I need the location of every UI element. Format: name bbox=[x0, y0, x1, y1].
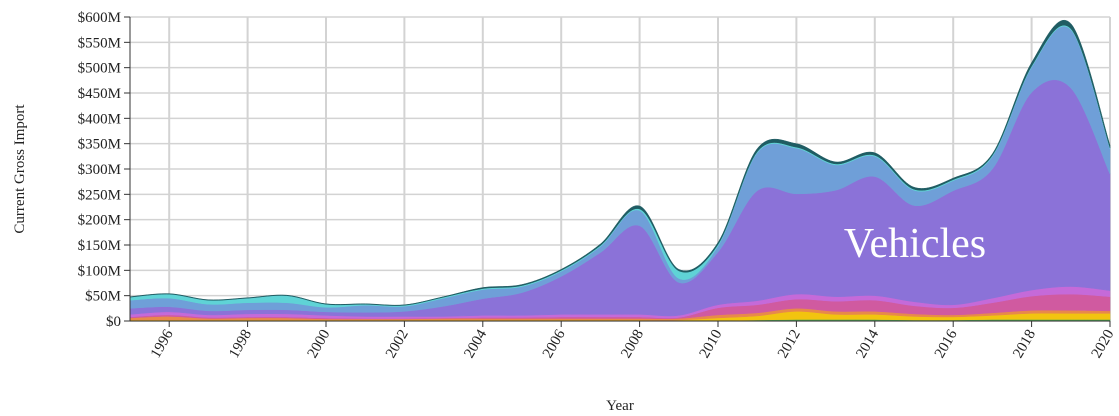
y-tick-label: $300M bbox=[78, 162, 121, 178]
y-tick-label: $0 bbox=[106, 314, 121, 330]
y-tick-label: $450M bbox=[78, 86, 121, 102]
x-tick-label: 2014 bbox=[853, 327, 882, 361]
x-tick-label: 2012 bbox=[775, 327, 804, 361]
area-series-9 bbox=[129, 20, 1111, 306]
x-tick-label: 1996 bbox=[148, 327, 177, 361]
x-tick-label: 2020 bbox=[1089, 327, 1118, 361]
area-series-group bbox=[129, 20, 1111, 322]
y-tick-label: $50M bbox=[85, 289, 121, 305]
x-tick-label: 2000 bbox=[305, 327, 334, 361]
x-tick-label: 2008 bbox=[618, 327, 647, 361]
area-series-6 bbox=[129, 79, 1111, 317]
x-tick-label: 2010 bbox=[697, 327, 726, 361]
y-tick-label: $600M bbox=[78, 10, 121, 26]
x-tick-label: 2004 bbox=[461, 327, 490, 361]
y-tick-label: $350M bbox=[78, 137, 121, 153]
y-tick-label: $500M bbox=[78, 61, 121, 77]
y-tick-label: $550M bbox=[78, 35, 121, 51]
y-tick-label: $400M bbox=[78, 111, 121, 127]
x-tick-label: 2006 bbox=[540, 327, 569, 361]
vehicles-annotation: Vehicles bbox=[844, 221, 986, 267]
y-axis-label: Current Gross Import bbox=[12, 104, 28, 234]
x-tick-label: 1998 bbox=[226, 327, 255, 361]
y-tick-label: $200M bbox=[78, 213, 121, 229]
y-tick-label: $250M bbox=[78, 187, 121, 203]
x-tick-label: 2018 bbox=[1010, 327, 1039, 361]
x-tick-label: 2002 bbox=[383, 327, 412, 361]
y-tick-label: $100M bbox=[78, 263, 121, 279]
x-tick-label: 2016 bbox=[932, 327, 961, 361]
x-axis-label: Year bbox=[606, 398, 634, 414]
y-tick-label: $150M bbox=[78, 238, 121, 254]
